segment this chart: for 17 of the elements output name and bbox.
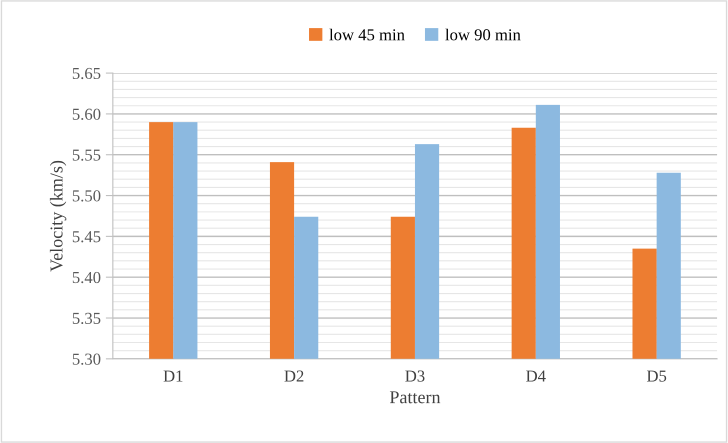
legend-label: low 45 min	[329, 28, 405, 40]
y-tick-label: 5.40	[72, 272, 100, 284]
y-tick-label: 5.45	[72, 231, 100, 242]
y-tick-label: 5.50	[72, 190, 100, 202]
x-axis-title: Pattern	[390, 391, 440, 404]
x-tick-label: D5	[646, 370, 666, 382]
x-tick-label: D3	[405, 370, 424, 382]
y-axis-title: Velocity (km/s)	[50, 160, 66, 272]
x-tick-label: D2	[284, 370, 304, 382]
y-tick-label: 5.30	[72, 354, 100, 365]
x-tick-label: D1	[164, 370, 182, 382]
y-tick-label: 5.35	[72, 312, 100, 324]
y-tick-label: 5.65	[72, 68, 100, 80]
legend-label: low 90 min	[445, 28, 521, 40]
y-tick-label: 5.60	[72, 108, 100, 120]
y-tick-label: 5.55	[72, 150, 100, 161]
x-tick-label: D4	[526, 370, 546, 382]
